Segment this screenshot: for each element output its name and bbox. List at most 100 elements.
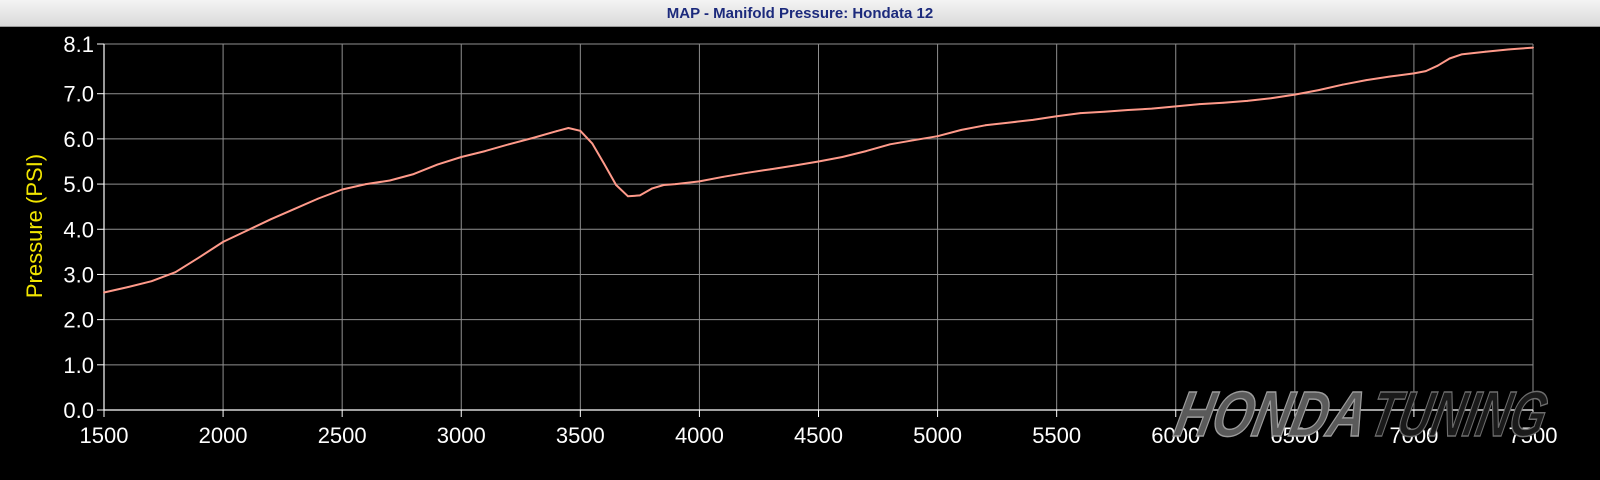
y-tick-label: 8.1	[63, 32, 94, 57]
data-point	[150, 280, 153, 283]
y-tick-label: 4.0	[63, 217, 94, 242]
data-point	[126, 286, 129, 288]
x-tick-label: 6500	[1270, 423, 1319, 448]
data-point	[627, 195, 629, 198]
data-point	[698, 180, 701, 183]
data-point	[1246, 100, 1249, 102]
data-point	[615, 184, 617, 186]
data-point	[817, 160, 820, 163]
data-point	[412, 173, 415, 176]
y-tick-label: 5.0	[63, 172, 94, 197]
data-point	[1222, 101, 1225, 104]
data-point	[460, 156, 463, 158]
data-point	[1293, 93, 1296, 96]
x-tick-label: 6000	[1151, 423, 1200, 448]
data-point	[1365, 79, 1368, 82]
data-point	[1532, 46, 1534, 49]
data-point	[841, 156, 844, 158]
data-point	[436, 163, 439, 166]
y-axis-label: Pressure (PSI)	[22, 154, 47, 298]
data-point	[1436, 64, 1439, 67]
x-tick-label: 4000	[675, 423, 724, 448]
data-point	[638, 194, 641, 197]
data-point	[222, 241, 224, 243]
tick-labels: 1500 2000 2500 3000 3500 4000 4500 5000 5500 6000…	[63, 32, 1557, 448]
data-point	[722, 175, 725, 178]
chart-title: MAP - Manifold Pressure: Hondata 12	[0, 0, 1600, 27]
x-tick-label: 1500	[80, 423, 129, 448]
data-point	[103, 291, 105, 294]
y-tick-label: 1.0	[63, 353, 94, 378]
y-tick-label: 2.0	[63, 308, 94, 333]
data-point	[1484, 50, 1487, 53]
data-point	[1270, 97, 1272, 100]
y-tick-label: 7.0	[63, 82, 94, 107]
data-point	[531, 137, 534, 139]
data-point	[198, 256, 201, 259]
data-point	[1079, 112, 1082, 115]
x-tick-label: 2000	[199, 423, 248, 448]
watermark-word-honda: HONDA	[1169, 378, 1374, 450]
data-point	[865, 150, 868, 152]
series-layer	[103, 46, 1534, 294]
y-tick-label: 6.0	[63, 127, 94, 152]
data-point	[388, 179, 391, 182]
data-point	[555, 130, 558, 133]
grid	[103, 43, 1534, 411]
data-point	[1174, 105, 1177, 108]
data-point	[507, 143, 510, 146]
data-point	[662, 184, 665, 186]
watermark-word-tuning: TUNING	[1364, 378, 1554, 450]
data-point	[960, 128, 963, 131]
watermark-logo: HONDA TUNING	[1168, 377, 1555, 451]
data-point	[269, 218, 272, 221]
data-point	[1317, 89, 1320, 91]
data-point	[591, 142, 594, 145]
x-tick-label: 3500	[556, 423, 605, 448]
data-point	[1424, 70, 1427, 73]
data-point	[1341, 83, 1344, 86]
data-point	[674, 183, 677, 185]
data-point	[746, 171, 748, 174]
data-point	[984, 124, 987, 127]
data-point	[579, 129, 582, 132]
data-point	[889, 143, 891, 146]
data-point	[1448, 57, 1451, 60]
x-tick-label: 7000	[1389, 423, 1438, 448]
x-tick-label: 4500	[794, 423, 843, 448]
data-point	[1520, 47, 1522, 50]
data-point	[1198, 103, 1201, 105]
data-point	[1103, 110, 1106, 113]
x-tick-label: 7500	[1509, 423, 1558, 448]
data-point	[567, 127, 570, 129]
data-point	[1055, 115, 1058, 118]
data-point	[1508, 48, 1511, 51]
data-point	[603, 162, 606, 165]
data-point	[1389, 75, 1391, 78]
y-tick-label: 3.0	[63, 262, 94, 287]
data-point	[293, 208, 296, 210]
data-point	[1413, 72, 1415, 75]
data-point	[174, 271, 177, 274]
x-tick-label: 3000	[437, 423, 486, 448]
data-point	[1008, 121, 1010, 124]
data-point	[793, 164, 796, 167]
y-tick-label: 0.0	[63, 398, 94, 423]
data-point	[1151, 107, 1153, 110]
data-point	[1127, 109, 1130, 111]
x-tick-label: 2500	[318, 423, 367, 448]
data-point	[936, 135, 939, 138]
data-point	[365, 183, 367, 185]
data-point	[484, 150, 486, 152]
data-point	[246, 229, 248, 232]
x-tick-label: 5000	[913, 423, 962, 448]
x-tick-label: 5500	[1032, 423, 1081, 448]
data-point	[769, 168, 772, 171]
data-point	[1460, 53, 1463, 56]
data-point	[341, 188, 344, 191]
data-point	[912, 139, 915, 142]
data-point	[317, 197, 320, 200]
axes	[97, 43, 1534, 417]
